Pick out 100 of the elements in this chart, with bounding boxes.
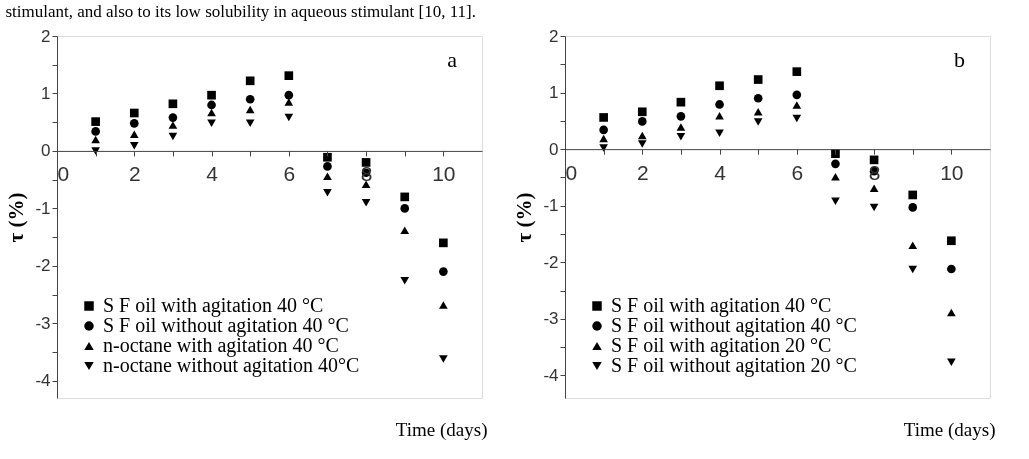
point [400,277,410,285]
point [91,117,100,126]
x-tick-label: 6 [283,162,296,186]
point [637,107,647,117]
point [129,108,139,118]
point [284,71,294,80]
point [947,264,956,274]
point [91,127,100,136]
point [207,119,216,128]
point [753,93,763,103]
y-tick-label: -3 [35,313,51,333]
x-tick-label: 4 [714,160,727,184]
point [947,308,956,317]
point [599,134,608,143]
x-tick-label: 2 [128,162,141,186]
point [599,125,608,135]
x-tick-label: 2 [636,160,649,184]
point [831,159,840,169]
point [400,226,410,234]
point [323,162,332,171]
legend-label: S F oil with agitation 40 °C [103,294,324,317]
point [168,113,178,122]
x-tick-label: 4 [206,162,219,186]
point [168,121,178,129]
point [245,105,255,114]
y-tick-label: 0 [41,141,51,161]
point [207,90,216,100]
point [439,301,448,309]
x-axis-title: Time (days) [903,418,996,441]
legend-label: S F oil with agitation 40 °C [611,294,832,317]
point [831,173,840,181]
point [284,113,294,122]
point [715,112,724,120]
point [207,108,216,117]
point [908,265,918,274]
text: stimulant, and also to its low solubility in aqueous stimulant [10, 11]. [5,1,477,21]
point [908,241,918,250]
y-tick-label: -2 [543,252,559,272]
x-tick-label: 8 [868,160,881,184]
y-tick-label: 0 [549,139,559,159]
point [792,90,802,100]
y-axis-title: τ (%) [4,192,29,243]
point [715,81,724,91]
y-axis-title: τ (%) [512,192,537,243]
point [947,358,956,367]
point [400,204,410,213]
y-tick-label: -1 [543,196,559,216]
point [323,152,332,162]
point [439,238,448,248]
y-tick-label: -4 [543,365,559,385]
point [637,140,647,148]
point [207,100,216,110]
point [129,119,139,128]
point [637,131,647,140]
point [753,118,763,126]
point [869,203,879,212]
x-tick-label: 10 [940,160,964,184]
point [831,149,840,158]
point [831,197,840,205]
y-tick-label: -2 [35,256,51,276]
point [245,76,255,86]
point [676,132,686,141]
point [599,113,608,122]
point [792,114,802,123]
y-tick-label: -3 [543,309,559,329]
point [676,112,686,121]
y-tick-label: 2 [41,26,51,46]
point [792,67,802,76]
point [908,203,918,212]
point [400,192,410,202]
annotation: a [447,47,458,72]
point [323,189,332,197]
point [753,108,763,116]
point [715,129,724,138]
point [753,75,763,84]
point [792,101,802,109]
point [245,94,255,104]
y-tick-label: 1 [549,83,559,103]
point [908,190,918,200]
point [869,184,879,192]
point [91,135,100,144]
y-tick-label: -4 [35,371,51,391]
point [284,90,294,100]
point [91,147,100,155]
x-tick-label: 0 [57,162,70,186]
point [715,100,724,109]
point [284,98,294,106]
point [676,97,686,107]
point [168,99,178,109]
point [323,172,332,180]
y-tick-label: -1 [35,198,51,218]
point [439,267,448,276]
point [637,117,647,126]
point [676,123,686,131]
annotation: b [954,47,965,72]
point [361,198,371,207]
x-tick-label: 6 [791,160,804,184]
point [129,130,139,139]
y-tick-label: 2 [549,26,559,46]
y-tick-label: 1 [41,83,51,103]
